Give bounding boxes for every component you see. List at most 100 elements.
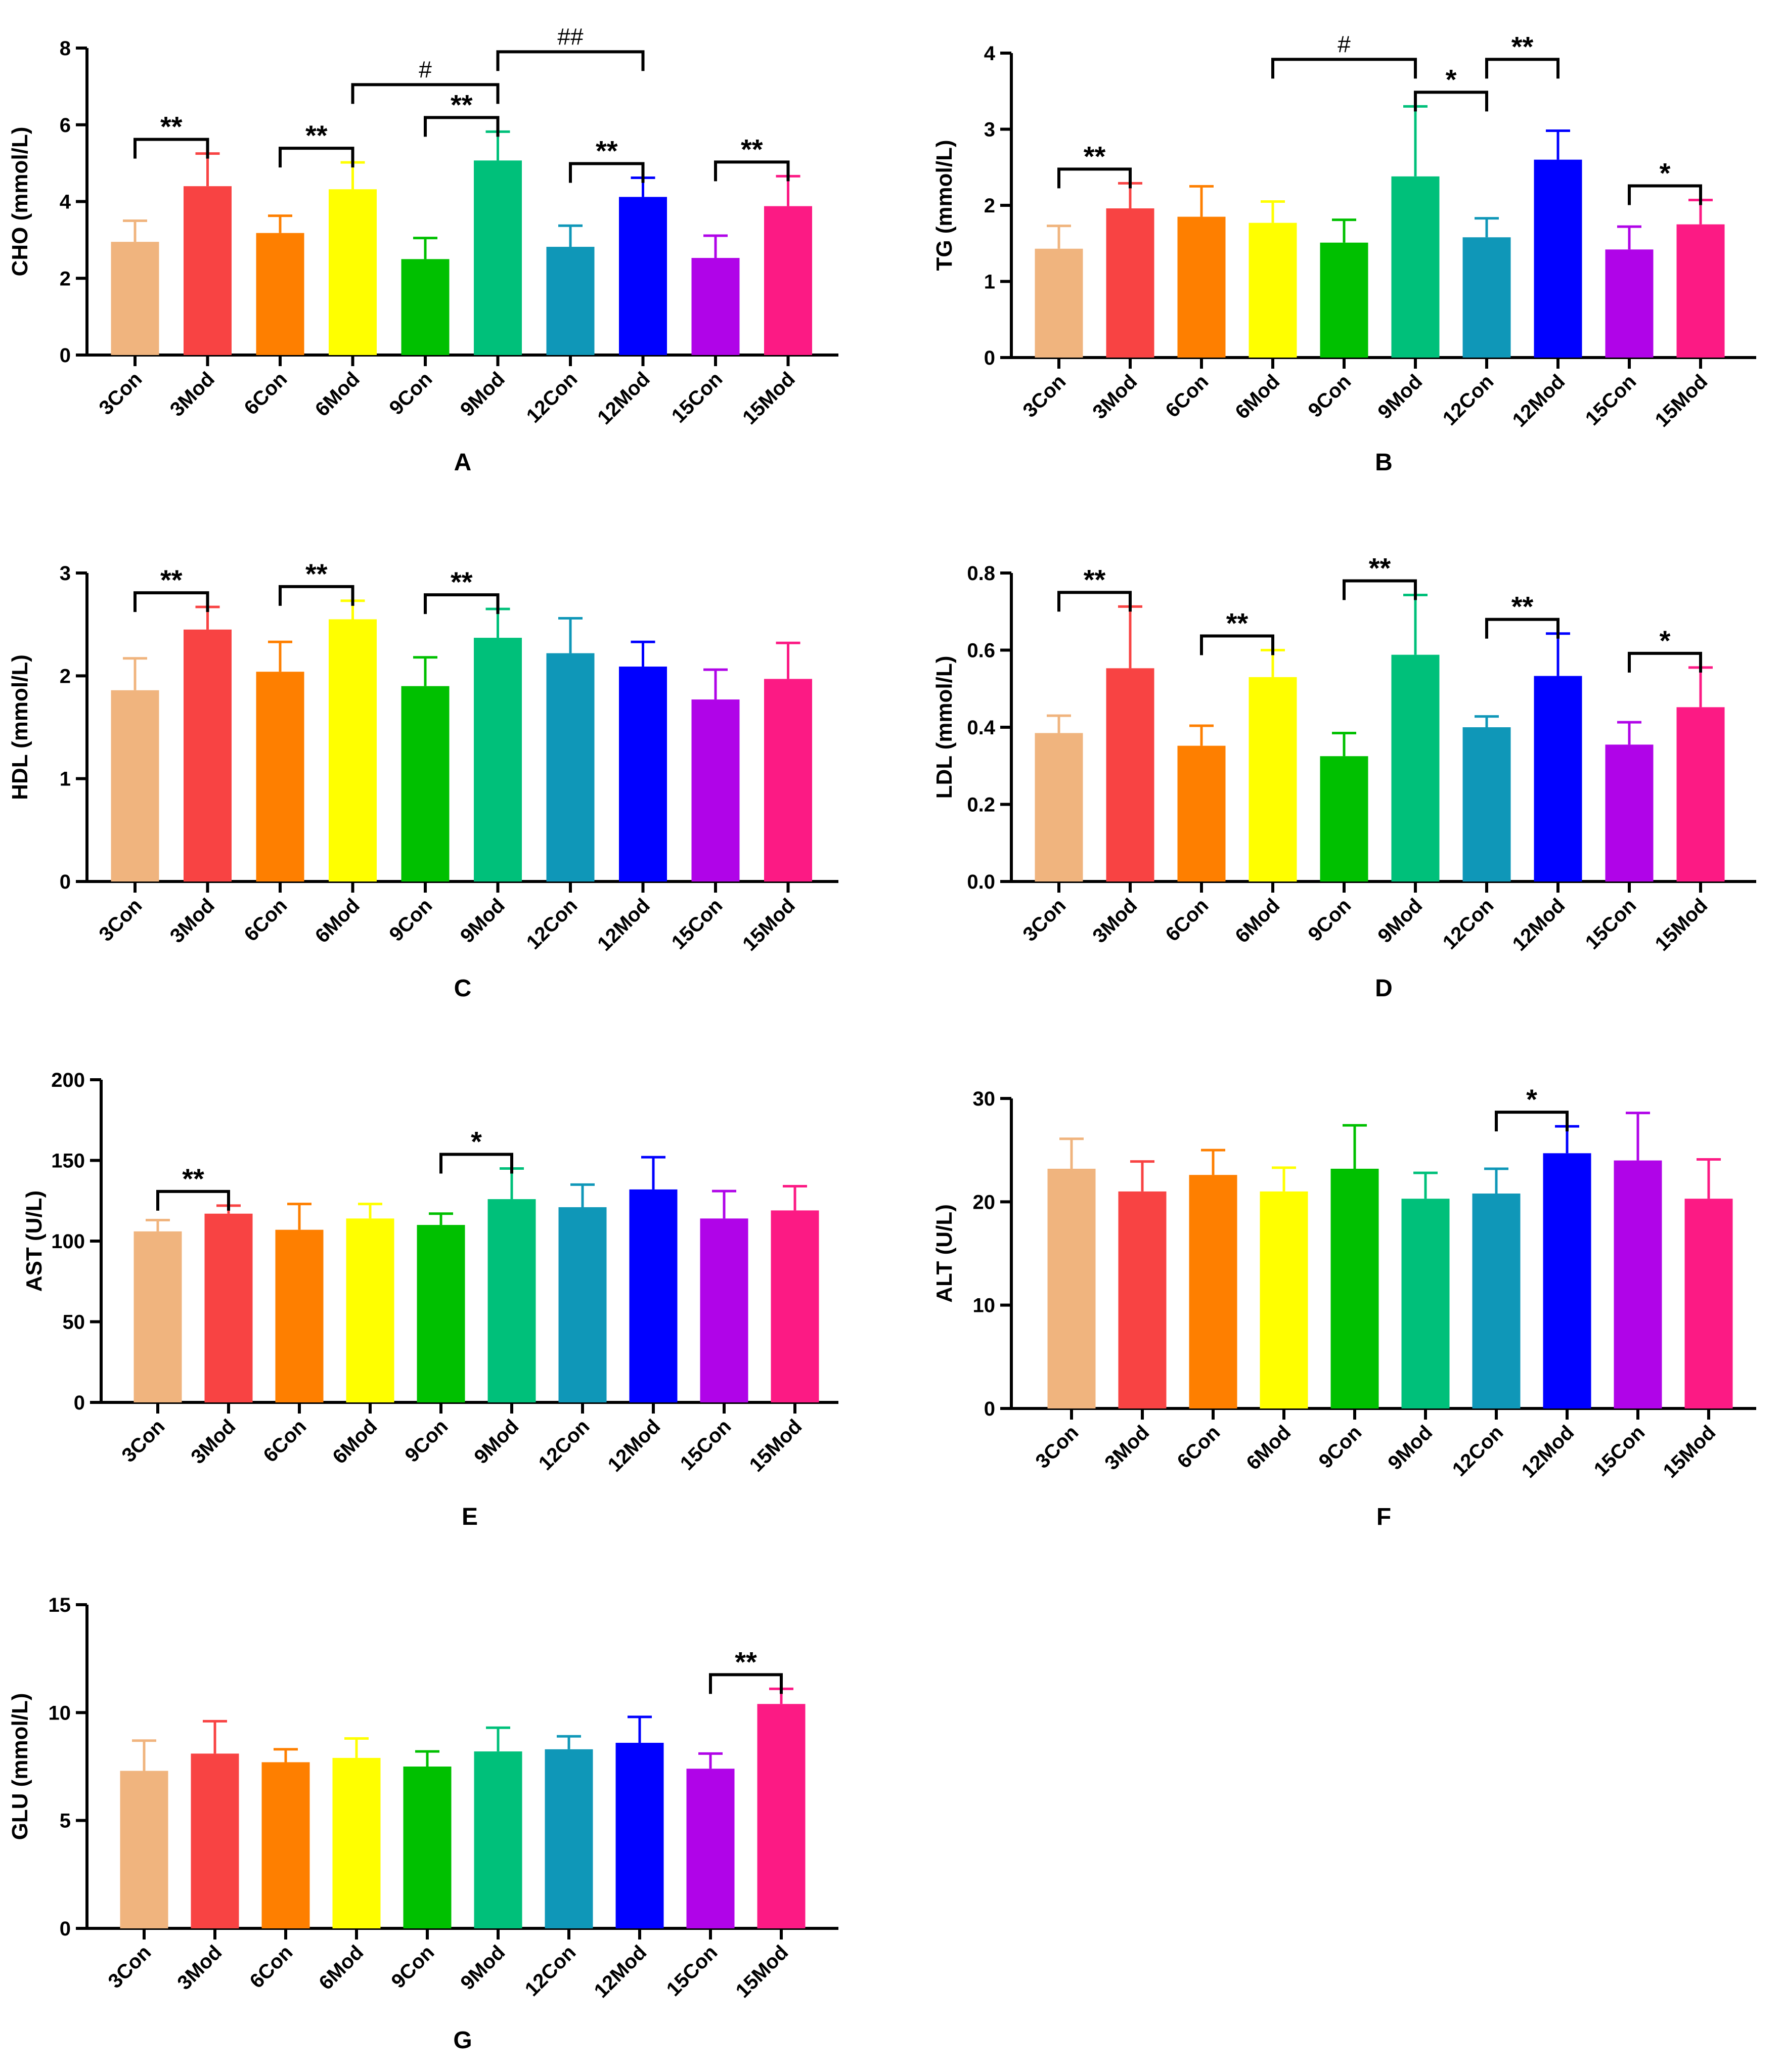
x-tick-label: 3Mod	[1100, 1421, 1153, 1474]
significance-bracket	[714, 160, 790, 182]
x-tick-label: 12Mod	[590, 1941, 651, 2002]
x-tick-label: 3Con	[95, 368, 147, 419]
chart-panel-b: 0 1 2 3 4 TG (mmol/L) 3Con 3Mod 6Con 6Mod 9Con 9Mod…	[932, 30, 1756, 476]
bar	[1035, 733, 1083, 881]
y-tick-label: 50	[63, 1311, 85, 1334]
bar	[1676, 707, 1725, 881]
significance-label: **	[741, 133, 763, 165]
significance-bracket	[1628, 651, 1702, 673]
bar	[1472, 1193, 1521, 1408]
x-tick-label: 6Con	[240, 894, 292, 946]
bar	[1249, 223, 1297, 358]
bar	[474, 1751, 522, 1928]
panel-label: G	[453, 2027, 472, 2054]
x-tick-label: 15Con	[1581, 894, 1641, 954]
panel-label: C	[454, 975, 472, 1002]
chart-panel-f: 0 10 20 30 ALT (U/L) 3Con 3Mod 6Con 6Mod 9Con 9Mod…	[932, 1083, 1756, 1530]
significance-label: **	[1084, 563, 1106, 595]
y-tick-label: 0	[984, 1398, 995, 1420]
y-tick-label: 5	[60, 1810, 71, 1832]
x-tick-label: 12Con	[1448, 1421, 1508, 1481]
x-tick-label: 6Con	[259, 1415, 311, 1467]
x-tick-label: 9Con	[1304, 370, 1356, 422]
x-tick-label: 12Mod	[593, 894, 654, 955]
bar	[1320, 756, 1368, 881]
y-tick-label: 8	[60, 37, 71, 60]
x-tick-label: 12Con	[1439, 370, 1498, 430]
x-tick-label: 15Mod	[1659, 1421, 1720, 1482]
significance-label: *	[1660, 625, 1671, 656]
y-tick-label: 0.2	[967, 794, 995, 816]
x-tick-label: 6Con	[1173, 1421, 1225, 1473]
x-tick-label: 6Con	[1162, 370, 1213, 422]
y-tick-label: 4	[984, 42, 996, 65]
significance-bracket	[1200, 634, 1274, 655]
y-tick-label: 4	[60, 191, 71, 213]
significance-label: ##	[557, 23, 584, 50]
x-tick-label: 12Con	[522, 894, 582, 954]
x-tick-label: 9Mod	[1373, 370, 1427, 423]
significance-bracket	[1271, 58, 1417, 79]
bar	[111, 690, 159, 881]
significance-bracket	[424, 116, 500, 137]
bar	[700, 1218, 748, 1402]
x-tick-label: 6Con	[246, 1941, 297, 1993]
bar	[1534, 159, 1582, 358]
x-tick-label: 9Con	[401, 1415, 453, 1467]
bar	[1177, 216, 1226, 358]
y-axis-label: ALT (U/L)	[932, 1204, 957, 1303]
bar	[261, 1762, 310, 1928]
significance-label: **	[1226, 607, 1249, 639]
bar	[1534, 676, 1582, 881]
bar	[1605, 249, 1654, 358]
bar	[619, 197, 667, 355]
y-tick-label: 3	[60, 562, 71, 585]
x-tick-label: 3Con	[1019, 370, 1071, 422]
chart-panel-e: 0 50 100 150 200 AST (U/L) 3Con 3Mod 6Con 6Mod 9Co…	[22, 1069, 838, 1530]
x-tick-label: 3Mod	[166, 894, 219, 947]
y-tick-label: 0.4	[967, 717, 995, 739]
y-axis-label: LDL (mmol/L)	[932, 656, 957, 799]
x-tick-label: 12Mod	[1508, 894, 1570, 955]
bar	[1260, 1191, 1308, 1408]
y-tick-label: 0.0	[967, 871, 995, 893]
significance-bracket	[1628, 184, 1702, 205]
bar	[1391, 176, 1440, 358]
y-tick-label: 10	[49, 1702, 71, 1724]
significance-label: **	[596, 135, 618, 166]
bar	[691, 258, 740, 355]
y-tick-label: 10	[973, 1295, 996, 1317]
bar	[1462, 727, 1511, 881]
bar	[757, 1704, 806, 1928]
x-tick-label: 15Con	[676, 1415, 736, 1475]
x-tick-label: 6Mod	[315, 1941, 368, 1994]
x-tick-label: 3Con	[1019, 894, 1071, 946]
significance-bracket	[709, 1673, 783, 1694]
y-tick-label: 15	[49, 1594, 71, 1616]
x-tick-label: 12Con	[534, 1415, 594, 1475]
x-tick-label: 3Mod	[166, 368, 219, 421]
y-axis-label: GLU (mmol/L)	[8, 1693, 32, 1840]
y-tick-label: 0.8	[967, 562, 995, 585]
x-tick-label: 15Mod	[745, 1415, 807, 1476]
bar	[558, 1207, 607, 1402]
y-tick-label: 150	[51, 1150, 85, 1172]
significance-label: **	[182, 1163, 204, 1195]
x-tick-label: 15Mod	[1651, 894, 1712, 955]
x-tick-label: 15Con	[667, 368, 727, 427]
bar	[1118, 1191, 1167, 1408]
bar	[771, 1210, 819, 1402]
bar	[332, 1757, 381, 1928]
x-tick-label: 15Con	[667, 894, 727, 954]
bar	[546, 653, 595, 881]
significance-bracket	[1485, 618, 1560, 639]
x-tick-label: 12Mod	[604, 1415, 665, 1476]
chart-panel-d: 0.0 0.2 0.4 0.6 0.8 LDL (mmol/L) 3Con 3Mod 6Con 6…	[932, 552, 1756, 1002]
bar	[204, 1213, 253, 1402]
bar	[1614, 1160, 1662, 1408]
y-tick-label: 0	[60, 871, 71, 893]
bar	[1177, 745, 1226, 881]
bar	[329, 189, 377, 355]
x-tick-label: 3Con	[1032, 1421, 1083, 1473]
